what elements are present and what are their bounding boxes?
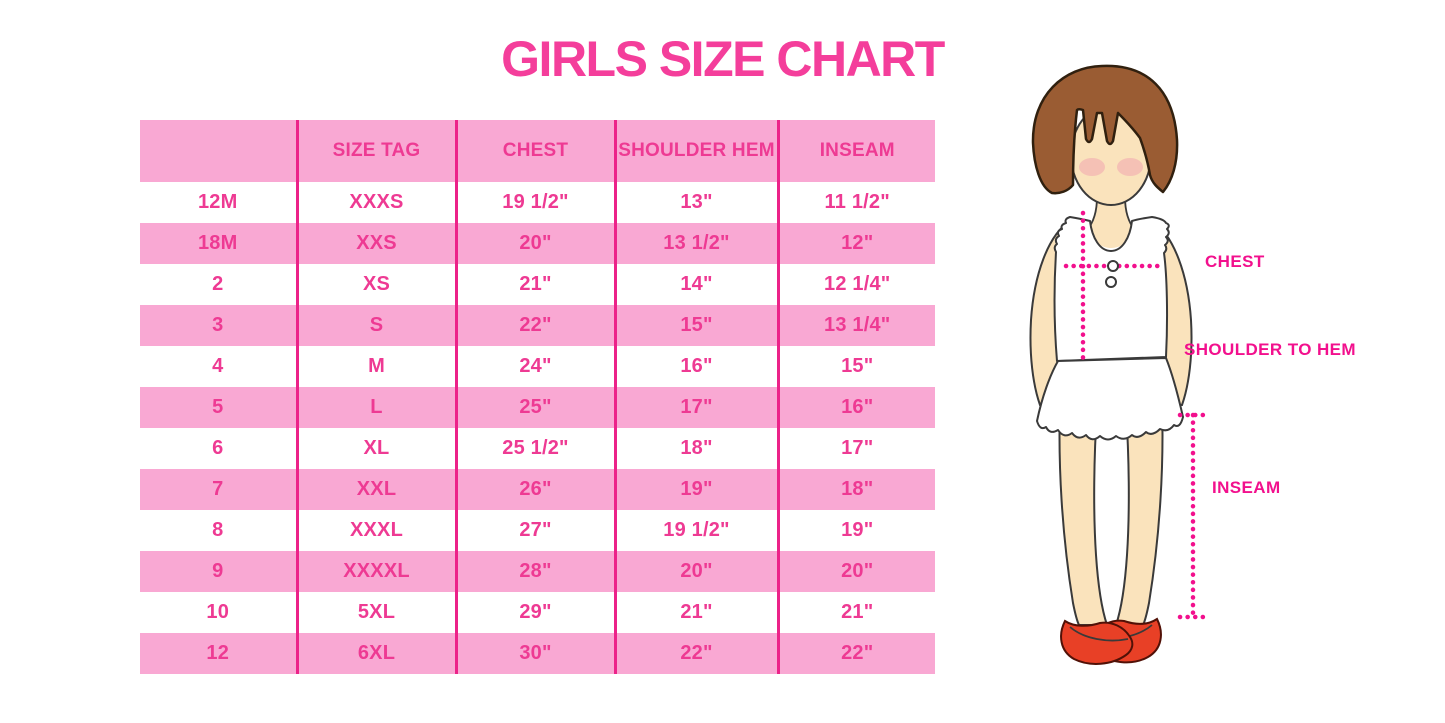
table-cell: 15" xyxy=(776,346,935,387)
table-cell: 20" xyxy=(454,223,615,264)
table-cell: 18M xyxy=(140,223,297,264)
table-cell: 12M xyxy=(197,191,238,213)
table-cell: 11 1/2" xyxy=(776,182,935,223)
table-row: 7 XXL 26" 19" 18" xyxy=(140,469,935,510)
table-row: 4 M 24" 16" 15" xyxy=(140,346,935,387)
bottom-button xyxy=(1105,276,1117,288)
hair xyxy=(1031,64,1179,195)
table-cell: 22" xyxy=(776,633,935,674)
header-row: SIZE TAG CHEST SHOULDER HEM INSEAM xyxy=(140,120,935,182)
table-cell: XXXS xyxy=(295,182,456,223)
table-row: 3 S 22" 15" 13 1/4" xyxy=(140,305,935,346)
table-cell: 8 xyxy=(212,519,224,541)
inseam-label: INSEAM xyxy=(1212,478,1281,497)
header-cell: SHOULDER HEM xyxy=(613,120,778,182)
table-cell: L xyxy=(295,387,456,428)
table-row: 12M XXXS 19 1/2" 13" 11 1/2" xyxy=(140,182,935,223)
table-cell: 2 xyxy=(212,273,224,295)
size-table: SIZE TAG CHEST SHOULDER HEM INSEAM 12M XXXS 19… xyxy=(140,120,935,674)
table-cell: 16" xyxy=(776,387,935,428)
table-cell: M xyxy=(295,346,456,387)
top-button xyxy=(1107,260,1119,272)
girl-illustration xyxy=(1029,64,1211,665)
table-cell: 6XL xyxy=(295,633,456,674)
left-leg xyxy=(1058,403,1109,626)
table-cell: XL xyxy=(295,428,456,469)
table-cell: 7 xyxy=(140,469,297,510)
table-cell: 25 1/2" xyxy=(454,428,615,469)
table-cell: 17" xyxy=(613,387,778,428)
table-cell: 28" xyxy=(454,551,615,592)
table-cell: 9 xyxy=(140,551,297,592)
shoulder-to-hem-label: SHOULDER TO HEM xyxy=(1184,340,1356,359)
table-cell: 15" xyxy=(613,305,778,346)
table-cell: 10 xyxy=(206,601,230,623)
table-cell: 27" xyxy=(454,510,615,551)
table-cell: XXXL xyxy=(295,510,456,551)
table-cell: 19 1/2" xyxy=(613,510,778,551)
table-cell: 25" xyxy=(454,387,615,428)
header-cell xyxy=(140,120,297,182)
table-row: 9 XXXXL 28" 20" 20" xyxy=(140,551,935,592)
table-row: 18M XXS 20" 13 1/2" 12" xyxy=(140,223,935,264)
header-cell: INSEAM xyxy=(776,120,935,182)
table-row: 10 5XL 29" 21" 21" xyxy=(140,592,935,633)
table-cell: 5 xyxy=(140,387,297,428)
header-cell: SIZE TAG xyxy=(295,120,456,182)
table-cell: 17" xyxy=(776,428,935,469)
table-cell: 12 xyxy=(140,633,297,674)
right-cheek-blush xyxy=(1117,158,1143,176)
table-cell: 20" xyxy=(776,551,935,592)
table-row: 2 XS 21" 14" 12 1/4" xyxy=(140,264,935,305)
table-cell: S xyxy=(295,305,456,346)
table-cell: 21" xyxy=(613,592,778,633)
table-cell: 19" xyxy=(776,510,935,551)
left-shoe-strap xyxy=(1069,626,1129,642)
skirt xyxy=(1036,357,1184,441)
table-cell: 29" xyxy=(454,592,615,633)
table-cell: 21" xyxy=(454,264,615,305)
table-cell: 19 1/2" xyxy=(454,182,615,223)
chest-label: CHEST xyxy=(1205,252,1265,271)
table-cell: XXS xyxy=(295,223,456,264)
table-cell: 30" xyxy=(454,633,615,674)
table-cell: 13 1/4" xyxy=(776,305,935,346)
table-cell: XS xyxy=(295,264,456,305)
table-cell: 13" xyxy=(613,182,778,223)
table-cell: 20" xyxy=(613,551,778,592)
table-cell: 12" xyxy=(776,223,935,264)
table-cell: 21" xyxy=(776,592,935,633)
header-cell: CHEST xyxy=(454,120,615,182)
table-row: 8 XXXL 27" 19 1/2" 19" xyxy=(140,510,935,551)
table-cell: 22" xyxy=(454,305,615,346)
table-cell: XXL xyxy=(295,469,456,510)
left-cheek-blush xyxy=(1079,158,1105,176)
table-cell: XXXXL xyxy=(295,551,456,592)
table-cell: 13 1/2" xyxy=(613,223,778,264)
table-cell: 18" xyxy=(613,428,778,469)
table-row: 5 L 25" 17" 16" xyxy=(140,387,935,428)
table-row: 12 6XL 30" 22" 22" xyxy=(140,633,935,674)
table-cell: 18" xyxy=(776,469,935,510)
page-title: GIRLS SIZE CHART xyxy=(501,31,945,87)
table-cell: 14" xyxy=(613,264,778,305)
table-cell: 19" xyxy=(613,469,778,510)
table-cell: 26" xyxy=(454,469,615,510)
left-shoe xyxy=(1060,619,1134,665)
table-cell: 5XL xyxy=(295,592,456,633)
table-cell: 24" xyxy=(454,346,615,387)
table-row: 6 XL 25 1/2" 18" 17" xyxy=(140,428,935,469)
table-cell: 16" xyxy=(613,346,778,387)
table-cell: 3 xyxy=(140,305,297,346)
neck xyxy=(1084,195,1138,248)
table-cell: 6 xyxy=(212,437,224,459)
table-cell: 4 xyxy=(212,355,224,377)
table-cell: 22" xyxy=(613,633,778,674)
table-cell: 12 1/4" xyxy=(776,264,935,305)
